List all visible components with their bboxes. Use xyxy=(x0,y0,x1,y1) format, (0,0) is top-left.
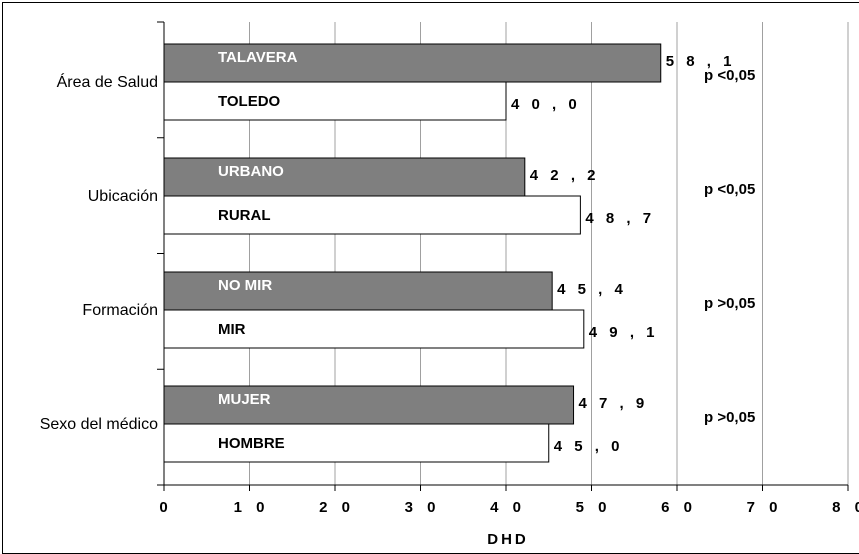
p-value-label: p <0,05 xyxy=(704,181,755,198)
bar xyxy=(163,81,507,121)
bar-name-label: HOMBRE xyxy=(218,435,285,452)
bar xyxy=(163,43,662,83)
x-tick-label: 1 0 xyxy=(234,499,270,516)
value-label: 4 7 , 9 xyxy=(579,395,649,412)
p-value-label: p <0,05 xyxy=(704,67,755,84)
value-label: 4 0 , 0 xyxy=(511,96,581,113)
x-tick-label: 3 0 xyxy=(405,499,441,516)
bar xyxy=(163,385,575,425)
value-label: 4 5 , 0 xyxy=(554,438,624,455)
axis-layer: 0 1 0 2 0 3 0 4 0 5 0 6 0 7 0 8 0 Área de Salud p … xyxy=(40,21,859,516)
bar-name-label: URBANO xyxy=(218,163,284,180)
bar-name-label: TOLEDO xyxy=(218,93,281,110)
value-label: 5 8 , 1 xyxy=(666,53,736,70)
category-label: Ubicación xyxy=(88,188,158,205)
value-label: 4 2 , 2 xyxy=(530,167,600,184)
bar-name-label: RURAL xyxy=(218,207,271,224)
category-label: Formación xyxy=(82,302,158,319)
bar xyxy=(163,309,585,349)
p-value-label: p >0,05 xyxy=(704,409,755,426)
x-tick-label: 7 0 xyxy=(747,499,783,516)
x-tick-label: 5 0 xyxy=(576,499,612,516)
bar-name-label: TALAVERA xyxy=(218,49,298,66)
category-label: Sexo del médico xyxy=(40,416,158,433)
bar xyxy=(163,423,550,463)
x-tick-label: 6 0 xyxy=(661,499,697,516)
bar-name-label: MUJER xyxy=(218,391,271,408)
category-label: Área de Salud xyxy=(57,72,158,91)
x-tick-label: 8 0 xyxy=(832,499,859,516)
value-label: 4 9 , 1 xyxy=(589,324,659,341)
bar-name-label: NO MIR xyxy=(218,277,272,294)
x-tick-label: 0 xyxy=(159,499,172,516)
bar-name-label: MIR xyxy=(218,321,246,338)
bar xyxy=(163,195,581,235)
x-tick-label: 4 0 xyxy=(490,499,526,516)
x-axis-label: DHD xyxy=(487,531,529,548)
p-value-label: p >0,05 xyxy=(704,295,755,312)
x-tick-label: 2 0 xyxy=(319,499,355,516)
value-label: 4 8 , 7 xyxy=(585,210,655,227)
value-label: 4 5 , 4 xyxy=(557,281,627,298)
